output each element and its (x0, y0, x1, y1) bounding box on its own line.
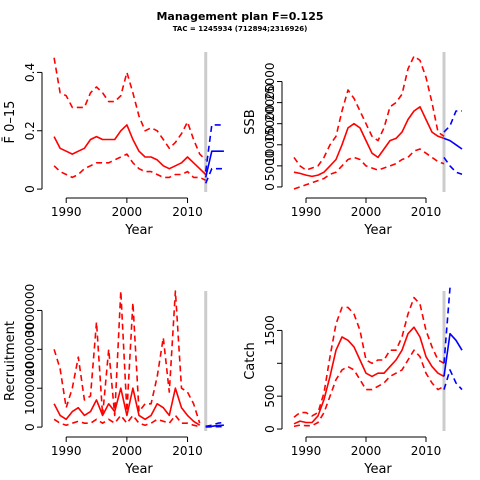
x-tick-label: 2010 (172, 444, 203, 458)
y-tick-label: 2000000 (23, 323, 37, 376)
y-tick-label: 3000000 (23, 284, 37, 337)
y-tick-label: 0.2 (23, 121, 37, 140)
series-projection-median (443, 137, 463, 150)
series-upper (53, 57, 207, 161)
x-axis-label: Year (124, 223, 153, 238)
y-tick-label: 20000 (263, 84, 277, 122)
series-lower (293, 148, 445, 190)
figure-subtitle: TAC = 1245934 (712894;2316926) (173, 25, 308, 33)
x-tick-label: 1990 (291, 444, 322, 458)
series-projection-upper (443, 110, 462, 133)
x-tick-label: 2000 (112, 444, 143, 458)
series-projection-lower (443, 369, 463, 391)
x-tick-label: 1990 (51, 205, 82, 219)
y-tick-label: 25000 (263, 62, 277, 100)
y-tick-label: 0 (263, 183, 277, 191)
x-tick-label: 2000 (351, 205, 382, 219)
y-axis-label: F̄ 0–15 (3, 101, 18, 144)
y-tick-label: 1000000 (23, 361, 37, 414)
series-lower (53, 153, 207, 182)
series-projection-upper (204, 124, 224, 172)
y-tick-label: 0.4 (23, 63, 37, 82)
x-tick-label: 2010 (172, 205, 203, 219)
series-upper (293, 296, 445, 418)
x-tick-label: 1990 (51, 444, 82, 458)
x-tick-label: 2000 (351, 444, 382, 458)
series-projection-lower (204, 167, 224, 184)
x-tick-label: 2010 (411, 205, 442, 219)
panel-catch: 1990 2000 2010 Year 0 500 1500 Catch (243, 287, 463, 477)
series-lower (293, 349, 445, 428)
y-tick-label: 1500 (263, 315, 277, 346)
y-tick-label: 500 (263, 385, 277, 408)
y-tick-label: 0 (23, 185, 37, 193)
x-tick-label: 2000 (112, 205, 143, 219)
x-tick-label: 1990 (291, 205, 322, 219)
panels: 1990 2000 2010 Year 0 0.2 0.4 F̄ 0–15 1990 2000 20… (3, 52, 463, 477)
y-tick-label: 0 (23, 423, 37, 431)
series-median (53, 124, 207, 176)
series-upper (293, 55, 445, 171)
panel-fbar: 1990 2000 2010 Year 0 0.2 0.4 F̄ 0–15 (3, 52, 224, 238)
figure-title: Management plan F=0.125 (156, 10, 323, 23)
series-projection-upper (443, 287, 451, 364)
y-tick-label: 15000 (263, 105, 277, 143)
series-projection-median (204, 150, 224, 178)
y-axis-label: SSB (243, 109, 258, 134)
panel-ssb: 1990 2000 2010 Year 050001000015000200002500… (243, 52, 463, 238)
series-projection-lower (443, 156, 463, 176)
y-axis-label: Catch (243, 342, 258, 380)
series-lower (53, 414, 200, 428)
x-axis-label: Year (363, 462, 392, 477)
series-projection-median (443, 332, 463, 377)
series-median (293, 326, 445, 425)
y-tick-label: 5000 (263, 151, 277, 182)
y-tick-label: 10000 (263, 126, 277, 164)
x-axis-label: Year (363, 223, 392, 238)
x-tick-label: 2010 (411, 444, 442, 458)
y-axis-label: Recruitment (3, 321, 18, 401)
series-median (293, 106, 445, 178)
series-upper (53, 290, 201, 424)
y-tick-label: 0 (263, 425, 277, 433)
series-median (53, 387, 201, 426)
x-axis-label: Year (124, 462, 153, 477)
